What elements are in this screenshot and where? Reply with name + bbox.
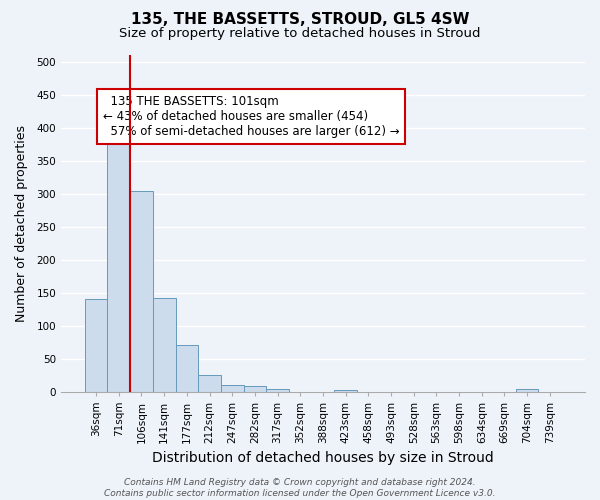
Text: 135, THE BASSETTS, STROUD, GL5 4SW: 135, THE BASSETTS, STROUD, GL5 4SW [131, 12, 469, 28]
Bar [107, 142, 130, 392]
X-axis label: Distribution of detached houses by size in Stroud: Distribution of detached houses by size … [152, 451, 494, 465]
Text: Size of property relative to detached houses in Stroud: Size of property relative to detached ho… [119, 28, 481, 40]
Text: 135 THE BASSETTS: 101sqm
← 43% of detached houses are smaller (454)
  57% of sem: 135 THE BASSETTS: 101sqm ← 43% of detach… [103, 96, 400, 138]
Bar [221, 385, 244, 392]
Bar [244, 386, 266, 392]
Bar [334, 390, 357, 392]
Y-axis label: Number of detached properties: Number of detached properties [15, 125, 28, 322]
Bar [85, 299, 107, 392]
Bar [516, 389, 538, 392]
Bar [130, 191, 153, 392]
Bar [266, 389, 289, 392]
Text: Contains HM Land Registry data © Crown copyright and database right 2024.
Contai: Contains HM Land Registry data © Crown c… [104, 478, 496, 498]
Bar [153, 298, 176, 392]
Bar [176, 346, 198, 392]
Bar [198, 375, 221, 392]
